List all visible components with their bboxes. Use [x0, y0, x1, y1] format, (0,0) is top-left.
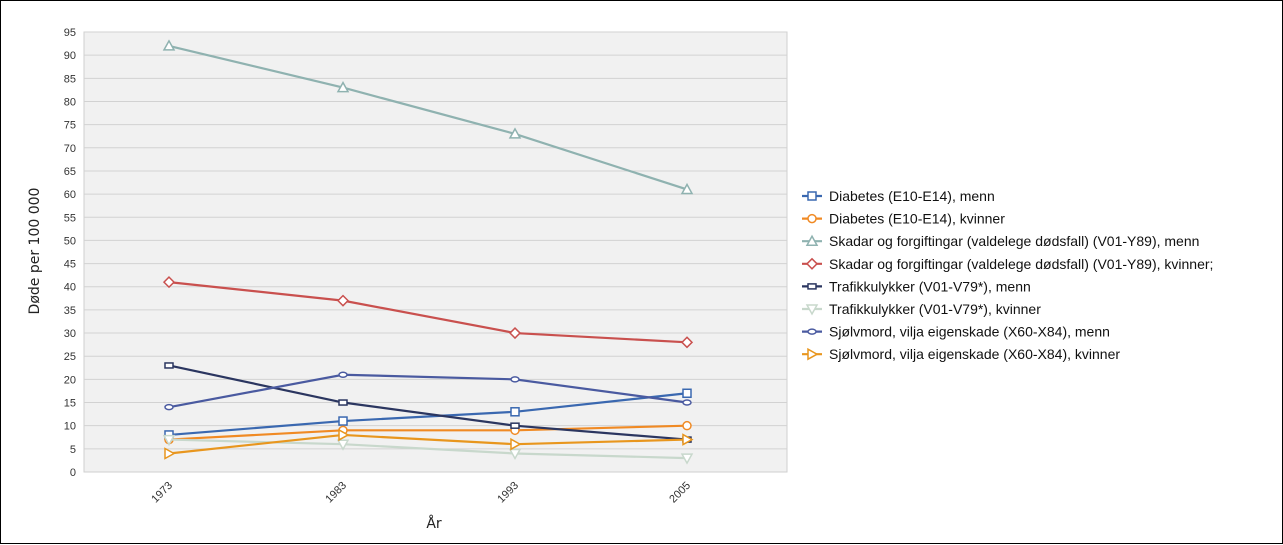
data-point: [682, 388, 692, 399]
data-point: [682, 399, 692, 406]
y-tick-label: 70: [64, 143, 76, 155]
y-tick-label: 15: [64, 398, 76, 410]
data-point: [338, 399, 348, 406]
series-line: [168, 44, 688, 191]
legend-swatch-marker: [805, 304, 819, 316]
legend-label: Trafikkulykker (V01-V79*), kvinner: [829, 301, 1041, 317]
y-tick-label: 5: [70, 444, 76, 456]
data-point: [508, 326, 522, 340]
data-point: [510, 376, 520, 383]
series-group: [162, 39, 694, 465]
gridlines: [84, 31, 787, 450]
y-tick-label: 25: [64, 351, 76, 363]
data-point: [680, 453, 694, 465]
data-point: [510, 407, 520, 417]
legend-label: Skadar og forgiftingar (valdelege dødsfa…: [829, 256, 1213, 272]
legend-label: Trafikkulykker (V01-V79*), menn: [829, 278, 1031, 294]
data-point: [162, 276, 176, 289]
data-point: [508, 448, 522, 461]
series-line: [168, 373, 688, 409]
y-tick-label: 30: [64, 328, 76, 340]
data-point: [336, 81, 350, 93]
series-4: [162, 276, 694, 349]
y-tick-label: 40: [64, 282, 76, 294]
legend-label: Diabetes (E10-E14), kvinner: [829, 211, 1005, 227]
legend-label: Diabetes (E10-E14), menn: [829, 188, 995, 204]
series-8: [164, 428, 694, 460]
legend-item: Skadar og forgiftingar (valdelege dødsfa…: [802, 256, 1213, 272]
data-point: [680, 182, 694, 195]
y-tick-label: 95: [64, 27, 76, 39]
legend-item: Sjølvmord, vilja eigenskade (X60-X84), m…: [802, 324, 1110, 340]
legend-item: Trafikkulykker (V01-V79*), kvinner: [802, 301, 1041, 317]
y-tick-label: 85: [64, 73, 76, 85]
data-point: [510, 422, 520, 429]
data-point: [338, 416, 348, 426]
y-tick-label: 65: [64, 166, 76, 178]
legend-swatch-marker: [807, 328, 817, 335]
series-line: [168, 438, 688, 460]
legend-swatch-marker: [807, 347, 819, 361]
data-point: [336, 439, 350, 451]
data-point: [680, 336, 694, 349]
data-point: [164, 447, 176, 460]
legend-label: Skadar og forgiftingar (valdelege dødsfa…: [829, 233, 1199, 249]
legend-item: Diabetes (E10-E14), kvinner: [802, 211, 1005, 227]
data-point: [510, 437, 522, 451]
y-axis-label: Døde per 100 000: [27, 188, 43, 315]
x-axis-label: År: [426, 515, 442, 532]
data-point: [162, 39, 176, 51]
data-point: [164, 362, 174, 369]
series-line: [168, 364, 688, 441]
legend-swatch-marker: [805, 234, 819, 246]
data-point: [338, 428, 350, 442]
x-tick-label: 1983: [323, 480, 349, 506]
y-tick-label: 35: [64, 305, 76, 317]
legend-swatch-marker: [807, 191, 817, 201]
y-tick-label: 60: [64, 189, 76, 201]
data-point: [508, 127, 522, 139]
legend-item: Diabetes (E10-E14), menn: [802, 188, 995, 204]
series-6: [162, 434, 694, 465]
y-tick-label: 20: [64, 374, 76, 386]
legend-item: Skadar og forgiftingar (valdelege dødsfa…: [802, 233, 1199, 249]
legend-swatch-marker: [807, 283, 817, 290]
legend-item: Sjølvmord, vilja eigenskade (X60-X84), k…: [802, 346, 1120, 362]
plot-area: [83, 31, 788, 473]
y-tick-label: 10: [64, 421, 76, 433]
legend-item: Trafikkulykker (V01-V79*), menn: [802, 278, 1031, 294]
x-tick-label: 1993: [495, 480, 521, 506]
legend-label: Sjølvmord, vilja eigenskade (X60-X84), k…: [829, 346, 1120, 362]
data-point: [682, 420, 692, 431]
x-axis: 1973 1983 1993 2005: [149, 480, 693, 506]
legend-label: Sjølvmord, vilja eigenskade (X60-X84), m…: [829, 324, 1110, 340]
legend-swatch-marker: [807, 213, 817, 224]
series-7: [164, 371, 692, 411]
y-axis: 0 5 10 15 20 25 30 35 40 45 50 55 60 65 70 75 80 85 90 95: [64, 27, 76, 479]
series-line: [168, 433, 688, 455]
data-point: [336, 294, 350, 307]
data-point: [164, 403, 174, 411]
y-tick-label: 50: [64, 235, 76, 247]
x-tick-label: 2005: [667, 480, 693, 506]
y-tick-label: 0: [70, 467, 76, 479]
x-tick-label: 1973: [149, 480, 175, 506]
data-point: [682, 433, 694, 446]
data-point: [162, 434, 176, 447]
y-tick-label: 45: [64, 259, 76, 271]
legend-swatch-marker: [805, 257, 819, 270]
series-line: [168, 424, 688, 441]
legend: Diabetes (E10-E14), menn Diabetes (E10-E1…: [802, 188, 1213, 362]
y-tick-label: 80: [64, 96, 76, 108]
series-3: [162, 39, 694, 195]
y-tick-label: 55: [64, 212, 76, 224]
data-point: [338, 371, 348, 378]
series-line: [168, 281, 688, 344]
y-tick-label: 75: [64, 120, 76, 132]
series-line: [168, 392, 688, 437]
y-tick-label: 90: [64, 50, 76, 62]
